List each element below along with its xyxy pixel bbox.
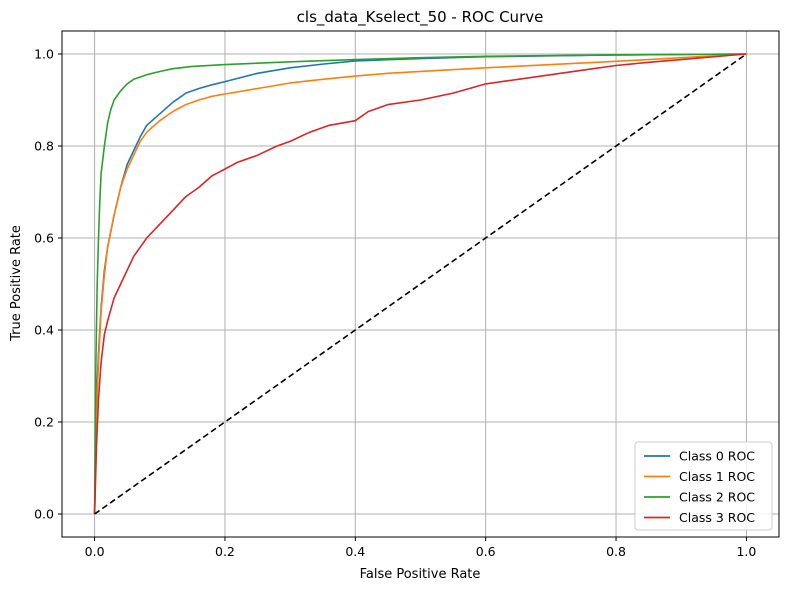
legend-label: Class 2 ROC — [679, 490, 755, 505]
axis-ticks: 0.0 0.2 0.4 0.6 0.8 1.0 0.0 0.2 0.4 0.6 0.8 1.0 — [34, 47, 756, 560]
y-tick-label: 0.8 — [34, 139, 54, 154]
series-line-class-3 — [93, 53, 747, 515]
y-tick-label: 0.4 — [34, 323, 54, 338]
series-line-class-2 — [93, 53, 747, 515]
x-tick-label: 0.0 — [85, 544, 105, 559]
grid — [62, 31, 779, 537]
y-tick-label: 0.6 — [34, 231, 54, 246]
axes-frame — [61, 30, 780, 538]
plot-lines — [93, 53, 747, 515]
y-tick-label: 0.2 — [34, 415, 54, 430]
chart-title: cls_data_Kselect_50 - ROC Curve — [297, 8, 544, 27]
x-tick-label: 1.0 — [736, 544, 756, 559]
y-tick-label: 1.0 — [34, 47, 54, 62]
y-axis-label: True Positive Rate — [9, 225, 24, 342]
legend-label: Class 3 ROC — [679, 510, 755, 525]
legend-label: Class 1 ROC — [679, 469, 755, 484]
y-tick-label: 0.0 — [34, 507, 54, 522]
x-tick-label: 0.4 — [345, 544, 365, 559]
legend-label: Class 0 ROC — [679, 449, 755, 464]
series-line-class-1 — [93, 53, 747, 515]
legend: Class 0 ROC Class 1 ROC Class 2 ROC Class 3… — [634, 441, 773, 531]
x-tick-label: 0.8 — [606, 544, 626, 559]
x-tick-label: 0.2 — [215, 544, 235, 559]
x-axis-label: False Positive Rate — [360, 567, 481, 582]
x-tick-label: 0.6 — [476, 544, 496, 559]
legend-box — [634, 441, 773, 531]
